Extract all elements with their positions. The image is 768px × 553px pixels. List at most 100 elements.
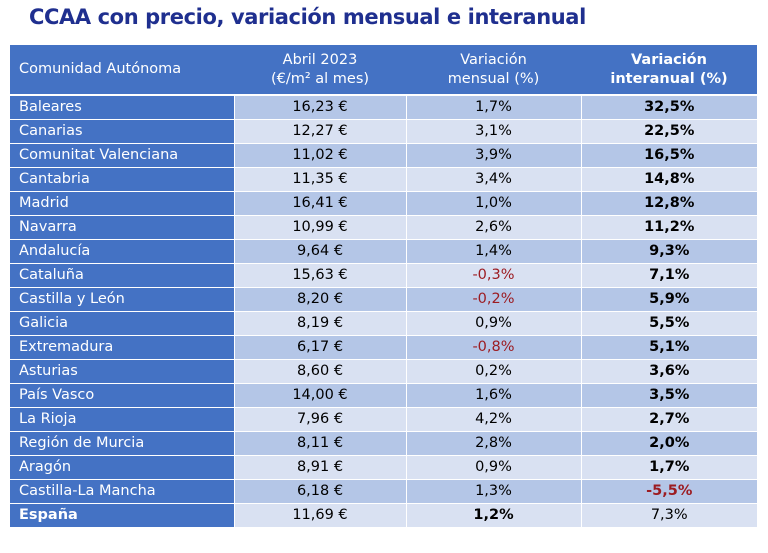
price-cell: 9,64 € xyxy=(233,239,406,264)
price-cell: 8,60 € xyxy=(233,359,406,384)
monthly-variation-cell: 0,9% xyxy=(405,311,581,336)
yearly-variation-cell: 1,7% xyxy=(580,455,757,480)
yearly-variation-cell: 9,3% xyxy=(580,239,757,264)
region-cell: La Rioja xyxy=(10,407,234,432)
yearly-variation-cell: 7,3% xyxy=(580,503,757,528)
table-row: Aragón 8,91 €0,9% 1,7% xyxy=(10,455,757,480)
region-cell: Galicia xyxy=(10,311,234,336)
region-cell: Cataluña xyxy=(10,263,234,288)
yearly-variation-cell: -5,5% xyxy=(580,479,757,504)
price-cell: 6,18 € xyxy=(233,479,406,504)
monthly-variation-cell: 0,9% xyxy=(405,455,581,480)
region-cell: Baleares xyxy=(10,95,234,120)
price-cell: 14,00 € xyxy=(233,383,406,408)
table-row: Madrid 16,41 €1,0% 12,8% xyxy=(10,191,757,216)
table-row: Comunitat Valenciana 11,02 €3,9% 16,5% xyxy=(10,143,757,168)
monthly-variation-cell: 1,7% xyxy=(405,95,581,120)
table-row: Galicia 8,19 €0,9% 5,5% xyxy=(10,311,757,336)
region-cell: Aragón xyxy=(10,455,234,480)
table-row: País Vasco 14,00 €1,6% 3,5% xyxy=(10,383,757,408)
monthly-variation-cell: 0,2% xyxy=(405,359,581,384)
monthly-variation-cell: 1,3% xyxy=(405,479,581,504)
region-cell: Asturias xyxy=(10,359,234,384)
yearly-variation-cell: 2,7% xyxy=(580,407,757,432)
price-cell: 11,35 € xyxy=(233,167,406,192)
header-price-line2: (€/m² al mes) xyxy=(270,70,370,87)
region-cell: Madrid xyxy=(10,191,234,216)
monthly-variation-cell: 4,2% xyxy=(405,407,581,432)
price-cell: 16,23 € xyxy=(233,95,406,120)
table-row: Cataluña 15,63 € -0,3% 7,1% xyxy=(10,263,757,288)
table-row: Castilla y León 8,20 € -0,2% 5,9% xyxy=(10,287,757,312)
table-row: Cantabria 11,35 €3,4% 14,8% xyxy=(10,167,757,192)
price-cell: 16,41 € xyxy=(233,191,406,216)
yearly-variation-cell: 11,2% xyxy=(580,215,757,240)
region-cell: Navarra xyxy=(10,215,234,240)
price-cell: 8,11 € xyxy=(233,431,406,456)
price-cell: 8,91 € xyxy=(233,455,406,480)
region-cell: Castilla-La Mancha xyxy=(10,479,234,504)
monthly-variation-cell: 3,9% xyxy=(405,143,581,168)
header-yearly: Variación interanual (%) xyxy=(581,45,757,96)
yearly-variation-cell: 5,9% xyxy=(580,287,757,312)
yearly-variation-cell: 2,0% xyxy=(580,431,757,456)
yearly-variation-cell: 7,1% xyxy=(580,263,757,288)
region-cell: Extremadura xyxy=(10,335,234,360)
table-row: Andalucía 9,64 €1,4% 9,3% xyxy=(10,239,757,264)
price-cell: 8,19 € xyxy=(233,311,406,336)
price-cell: 10,99 € xyxy=(233,215,406,240)
yearly-variation-cell: 14,8% xyxy=(580,167,757,192)
price-cell: 11,69 € xyxy=(233,503,406,528)
monthly-variation-cell: 1,0% xyxy=(405,191,581,216)
table-row: La Rioja 7,96 €4,2% 2,7% xyxy=(10,407,757,432)
yearly-variation-cell: 12,8% xyxy=(580,191,757,216)
region-cell: Canarias xyxy=(10,119,234,144)
header-price-line1: Abril 2023 xyxy=(282,51,358,68)
price-cell: 11,02 € xyxy=(233,143,406,168)
header-price: Abril 2023 (€/m² al mes) xyxy=(234,45,406,96)
table-row: Región de Murcia 8,11 €2,8% 2,0% xyxy=(10,431,757,456)
region-cell: Comunitat Valenciana xyxy=(10,143,234,168)
monthly-variation-cell: 3,1% xyxy=(405,119,581,144)
price-cell: 12,27 € xyxy=(233,119,406,144)
yearly-variation-cell: 32,5% xyxy=(580,95,757,120)
price-cell: 8,20 € xyxy=(233,287,406,312)
yearly-variation-cell: 5,5% xyxy=(580,311,757,336)
header-region: Comunidad Autónoma xyxy=(10,45,234,96)
region-cell: Castilla y León xyxy=(10,287,234,312)
yearly-variation-cell: 3,6% xyxy=(580,359,757,384)
region-cell: País Vasco xyxy=(10,383,234,408)
table-header-row: Comunidad Autónoma Abril 2023 (€/m² al me… xyxy=(10,45,757,96)
monthly-variation-cell: 1,6% xyxy=(405,383,581,408)
monthly-variation-cell: -0,3% xyxy=(405,263,581,288)
price-cell: 15,63 € xyxy=(233,263,406,288)
page-title: CCAA con precio, variación mensual e int… xyxy=(29,5,586,29)
monthly-variation-cell: 3,4% xyxy=(405,167,581,192)
table-row: Asturias 8,60 €0,2% 3,6% xyxy=(10,359,757,384)
yearly-variation-cell: 22,5% xyxy=(580,119,757,144)
region-cell: Andalucía xyxy=(10,239,234,264)
table-row: Extremadura 6,17 € -0,8% 5,1% xyxy=(10,335,757,360)
price-cell: 6,17 € xyxy=(233,335,406,360)
monthly-variation-cell: 2,8% xyxy=(405,431,581,456)
region-cell: Cantabria xyxy=(10,167,234,192)
header-yearly-line2: interanual (%) xyxy=(610,70,728,87)
yearly-variation-cell: 16,5% xyxy=(580,143,757,168)
table-row: Navarra 10,99 €2,6% 11,2% xyxy=(10,215,757,240)
yearly-variation-cell: 5,1% xyxy=(580,335,757,360)
region-cell: Región de Murcia xyxy=(10,431,234,456)
region-cell: España xyxy=(10,503,234,528)
table-row: Baleares 16,23 €1,7% 32,5% xyxy=(10,95,757,120)
monthly-variation-cell: -0,8% xyxy=(405,335,581,360)
price-cell: 7,96 € xyxy=(233,407,406,432)
monthly-variation-cell: 1,4% xyxy=(405,239,581,264)
table-total-row: España 11,69 €1,2% 7,3% xyxy=(10,503,757,528)
header-region-label: Comunidad Autónoma xyxy=(19,61,182,77)
monthly-variation-cell: -0,2% xyxy=(405,287,581,312)
ccaa-price-table: Comunidad Autónoma Abril 2023 (€/m² al me… xyxy=(10,45,757,528)
monthly-variation-cell: 1,2% xyxy=(405,503,581,528)
header-yearly-line1: Variación xyxy=(631,51,707,68)
table-row: Castilla-La Mancha 6,18 €1,3% -5,5% xyxy=(10,479,757,504)
header-monthly: Variación mensual (%) xyxy=(406,45,581,96)
monthly-variation-cell: 2,6% xyxy=(405,215,581,240)
